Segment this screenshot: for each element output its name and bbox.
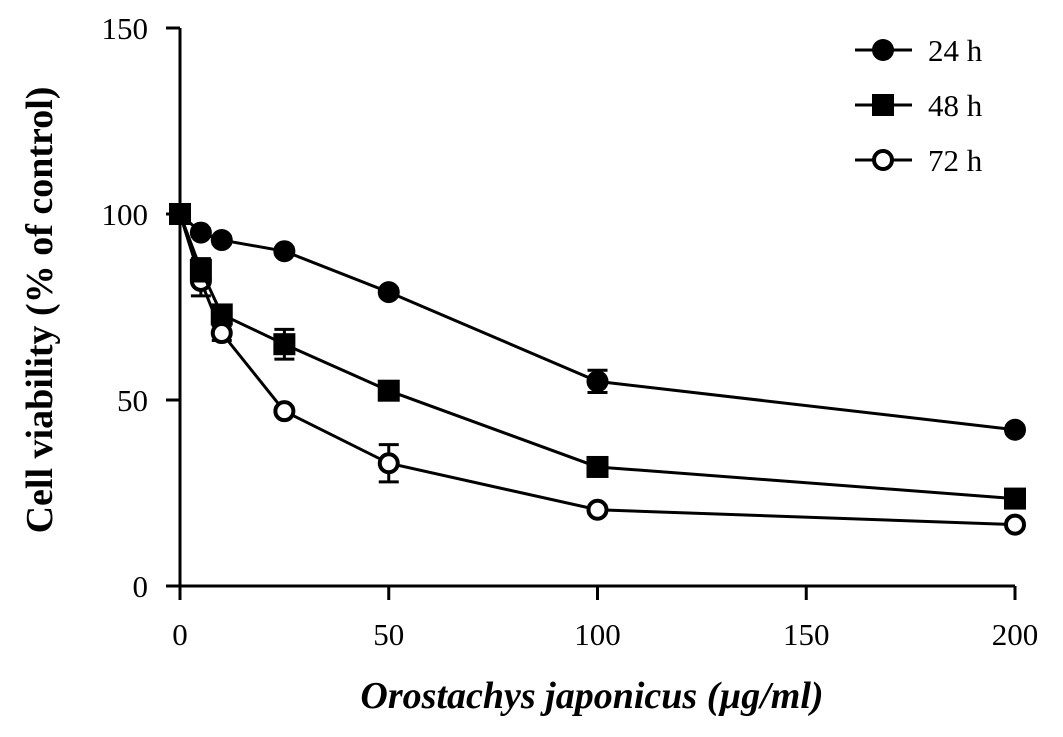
data-point — [1004, 513, 1026, 536]
data-point — [169, 203, 191, 225]
legend: 24 h 48 h 72 h — [855, 33, 983, 178]
data-point — [377, 452, 400, 475]
x-tick-label: 150 — [783, 617, 830, 652]
data-point — [377, 379, 400, 402]
series-line — [178, 213, 1016, 501]
data-point — [586, 455, 609, 478]
legend-label: 48 h — [928, 88, 983, 123]
series-layer — [169, 203, 1026, 536]
y-tick-label: 0 — [133, 569, 149, 604]
series-24h — [169, 203, 1026, 441]
legend-item: 72 h — [855, 143, 983, 178]
legend-item: 24 h — [855, 33, 983, 68]
data-point — [210, 303, 233, 326]
legend-label: 24 h — [928, 33, 983, 68]
data-point — [189, 221, 212, 244]
y-tick-label: 150 — [102, 11, 149, 46]
y-tick-label: 50 — [117, 383, 148, 418]
data-point — [1004, 487, 1026, 510]
x-tick-label: 0 — [172, 617, 188, 652]
data-point — [273, 240, 296, 263]
x-tick-label: 100 — [574, 617, 621, 652]
y-tick-label: 100 — [102, 197, 149, 232]
data-point — [586, 498, 609, 521]
legend-marker — [872, 94, 894, 116]
series-48h — [169, 203, 1026, 510]
series-line — [179, 212, 1016, 432]
x-tick-label: 50 — [373, 617, 404, 652]
ticks: 0 50 100 150 200 0 50 100 150 — [102, 11, 1039, 652]
data-point — [210, 322, 233, 345]
legend-marker — [872, 39, 894, 61]
y-axis-title: Cell viability (% of control) — [19, 87, 61, 534]
legend-item: 48 h — [855, 88, 983, 123]
data-point — [273, 400, 296, 423]
data-point — [377, 281, 400, 304]
legend-label: 72 h — [928, 143, 983, 178]
legend-marker — [872, 149, 894, 171]
data-point — [210, 229, 233, 252]
data-point — [1004, 418, 1026, 441]
data-point — [586, 370, 609, 393]
data-point — [273, 333, 296, 356]
x-tick-label: 200 — [992, 617, 1039, 652]
data-point — [189, 258, 212, 281]
x-axis-title: Orostachys japonicus (µg/ml) — [360, 675, 823, 717]
